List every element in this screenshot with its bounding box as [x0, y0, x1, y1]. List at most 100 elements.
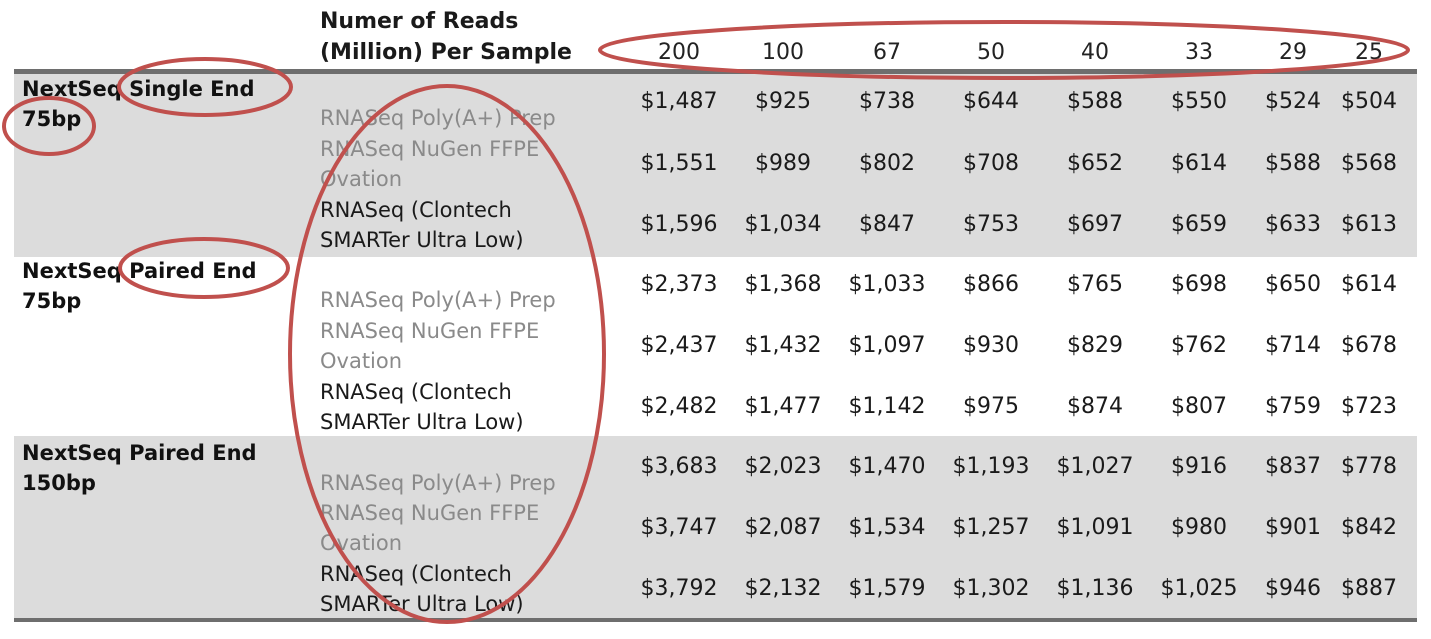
price-cell: $1,368: [744, 272, 822, 297]
prep-label-line2: SMARTer Ultra Low): [320, 410, 524, 434]
price-cell: $3,747: [640, 515, 718, 540]
price-cell: $652: [1067, 151, 1123, 176]
group-label-line1: NextSeq Paired End: [22, 259, 257, 283]
price-cell: $901: [1265, 515, 1321, 540]
price-cell: $644: [963, 89, 1019, 114]
group-label-line1: NextSeq Paired End: [22, 441, 257, 465]
prep-label: RNASeq Poly(A+) Prep: [320, 103, 556, 133]
price-cell: $633: [1265, 212, 1321, 237]
price-cell: $588: [1067, 89, 1123, 114]
price-cell: $1,470: [848, 454, 926, 479]
prep-label-line2: Ovation: [320, 167, 403, 191]
prep-label-line1: RNASeq (Clontech: [320, 562, 512, 586]
column-header: 200: [658, 40, 700, 65]
price-cell: $1,033: [848, 272, 926, 297]
column-header: 33: [1185, 40, 1213, 65]
prep-label: RNASeq (Clontech SMARTer Ultra Low): [320, 377, 524, 437]
price-cell: $1,136: [1056, 576, 1134, 601]
price-cell: $1,477: [744, 394, 822, 419]
price-cell: $659: [1171, 212, 1227, 237]
price-cell: $778: [1341, 454, 1397, 479]
price-cell: $708: [963, 151, 1019, 176]
price-cell: $1,142: [848, 394, 926, 419]
price-cell: $1,193: [952, 454, 1030, 479]
price-cell: $874: [1067, 394, 1123, 419]
price-cell: $829: [1067, 333, 1123, 358]
reads-header-line1: Numer of Reads: [320, 9, 519, 34]
price-cell: $946: [1265, 576, 1321, 601]
group-label-line2: 150bp: [22, 471, 96, 495]
price-cell: $842: [1341, 515, 1397, 540]
price-cell: $866: [963, 272, 1019, 297]
price-cell: $2,023: [744, 454, 822, 479]
group-label-line2: 75bp: [22, 107, 82, 131]
price-cell: $887: [1341, 576, 1397, 601]
price-cell: $1,034: [744, 212, 822, 237]
price-cell: $678: [1341, 333, 1397, 358]
group-band-3: [14, 436, 1417, 618]
price-cell: $1,257: [952, 515, 1030, 540]
prep-label-line2: Ovation: [320, 531, 403, 555]
price-cell: $697: [1067, 212, 1123, 237]
group-label-paired-end-75: NextSeq Paired End 75bp: [22, 256, 257, 316]
price-cell: $1,534: [848, 515, 926, 540]
price-cell: $1,027: [1056, 454, 1134, 479]
group-label-paired-end-150: NextSeq Paired End 150bp: [22, 438, 257, 498]
price-cell: $738: [859, 89, 915, 114]
price-cell: $925: [755, 89, 811, 114]
price-cell: $2,087: [744, 515, 822, 540]
reads-header: Numer of Reads (Million) Per Sample: [320, 6, 572, 68]
price-cell: $765: [1067, 272, 1123, 297]
prep-label-line1: RNASeq Poly(A+) Prep: [320, 106, 556, 130]
price-cell: $837: [1265, 454, 1321, 479]
column-header: 100: [762, 40, 804, 65]
price-cell: $1,487: [640, 89, 718, 114]
prep-label-line2: SMARTer Ultra Low): [320, 592, 524, 616]
price-cell: $723: [1341, 394, 1397, 419]
price-cell: $568: [1341, 151, 1397, 176]
price-cell: $714: [1265, 333, 1321, 358]
price-cell: $650: [1265, 272, 1321, 297]
group-label-line2: 75bp: [22, 289, 82, 313]
price-cell: $524: [1265, 89, 1321, 114]
price-cell: $614: [1341, 272, 1397, 297]
column-header: 25: [1355, 40, 1383, 65]
price-cell: $1,097: [848, 333, 926, 358]
price-cell: $2,373: [640, 272, 718, 297]
price-cell: $588: [1265, 151, 1321, 176]
price-cell: $613: [1341, 212, 1397, 237]
price-cell: $3,683: [640, 454, 718, 479]
price-cell: $550: [1171, 89, 1227, 114]
group-label-single-end-75: NextSeq Single End 75bp: [22, 74, 255, 134]
price-cell: $980: [1171, 515, 1227, 540]
footer-rule: [14, 618, 1417, 622]
price-cell: $614: [1171, 151, 1227, 176]
price-cell: $916: [1171, 454, 1227, 479]
column-header: 67: [873, 40, 901, 65]
prep-label: RNASeq NuGen FFPE Ovation: [320, 134, 539, 194]
price-cell: $1,596: [640, 212, 718, 237]
prep-label-line1: RNASeq (Clontech: [320, 198, 512, 222]
price-cell: $989: [755, 151, 811, 176]
price-cell: $930: [963, 333, 1019, 358]
price-cell: $753: [963, 212, 1019, 237]
prep-label: RNASeq Poly(A+) Prep: [320, 285, 556, 315]
price-cell: $504: [1341, 89, 1397, 114]
price-cell: $802: [859, 151, 915, 176]
price-cell: $847: [859, 212, 915, 237]
prep-label-line1: RNASeq NuGen FFPE: [320, 501, 540, 525]
price-cell: $1,432: [744, 333, 822, 358]
group-label-line1: NextSeq Single End: [22, 77, 255, 101]
price-cell: $807: [1171, 394, 1227, 419]
prep-label: RNASeq NuGen FFPE Ovation: [320, 316, 539, 376]
prep-label-line2: SMARTer Ultra Low): [320, 228, 524, 252]
price-cell: $759: [1265, 394, 1321, 419]
prep-label: RNASeq (Clontech SMARTer Ultra Low): [320, 195, 524, 255]
prep-label-line1: RNASeq NuGen FFPE: [320, 137, 540, 161]
column-header: 50: [977, 40, 1005, 65]
column-header: 40: [1081, 40, 1109, 65]
prep-label-line2: Ovation: [320, 349, 403, 373]
prep-label-line1: RNASeq (Clontech: [320, 380, 512, 404]
price-cell: $3,792: [640, 576, 718, 601]
